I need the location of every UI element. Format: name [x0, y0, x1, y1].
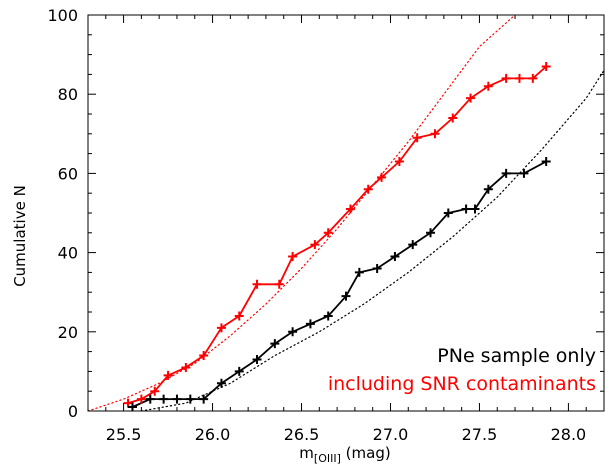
data-point-pne: [216, 378, 226, 388]
x-tick-label: 26.0: [195, 425, 231, 444]
data-point-snr: [288, 252, 298, 262]
data-point-snr: [394, 157, 404, 167]
x-axis-title-subscript: [OIII]: [314, 452, 341, 465]
data-point-snr: [234, 311, 244, 321]
data-point-pne: [234, 366, 244, 376]
legend-entry-pne: PNe sample only: [437, 345, 596, 367]
data-point-pne: [185, 394, 195, 404]
data-point-snr: [199, 351, 209, 361]
data-point-pne: [305, 319, 315, 329]
data-point-snr: [448, 113, 458, 123]
y-tick-label: 0: [68, 402, 78, 421]
data-point-pne: [252, 355, 262, 365]
data-point-snr: [252, 279, 262, 289]
data-point-pne: [341, 291, 351, 301]
data-point-pne: [127, 402, 137, 412]
data-point-snr: [181, 362, 191, 372]
data-point-pne: [461, 204, 471, 214]
data-point-pne: [288, 327, 298, 337]
fit-line-1: [88, 15, 516, 411]
x-tick-label: 25.5: [106, 425, 142, 444]
x-axis-title-rest: (mag): [341, 444, 391, 462]
tick-labels: 25.5 26.0 26.5 27.0 27.5 28.0 0 20 40 60 80 100: [47, 6, 586, 444]
data-point-snr: [466, 93, 476, 103]
data-point-snr: [274, 279, 284, 289]
data-point-pne: [199, 394, 209, 404]
data-point-snr: [528, 73, 538, 83]
x-tick-label: 27.5: [462, 425, 498, 444]
data-point-pne: [172, 394, 182, 404]
fit-lines: [88, 15, 604, 411]
data-point-pne: [483, 184, 493, 194]
data-point-pne: [159, 394, 169, 404]
data-point-snr: [541, 61, 551, 71]
x-axis-title: m[OIII] (mag): [299, 444, 390, 465]
data-point-snr: [163, 370, 173, 380]
data-point-snr: [483, 81, 493, 91]
data-point-pne: [501, 168, 511, 178]
data-point-snr: [412, 133, 422, 143]
x-axis-title-main: m: [299, 444, 314, 462]
markers: [123, 61, 551, 412]
x-tick-label: 28.0: [551, 425, 587, 444]
data-point-pne: [408, 240, 418, 250]
y-tick-label: 60: [58, 164, 78, 183]
data-point-pne: [470, 204, 480, 214]
data-point-snr: [430, 129, 440, 139]
data-point-pne: [443, 208, 453, 218]
data-point-pne: [541, 157, 551, 167]
data-point-snr: [310, 240, 320, 250]
data-point-pne: [519, 168, 529, 178]
y-tick-label: 20: [58, 323, 78, 342]
data-point-pne: [354, 267, 364, 277]
legend-entry-snr: including SNR contaminants: [328, 373, 596, 395]
data-point-snr: [323, 228, 333, 238]
data-point-snr: [216, 323, 226, 333]
data-point-pne: [390, 252, 400, 262]
data-point-snr: [363, 184, 373, 194]
data-point-pne: [145, 394, 155, 404]
x-tick-label: 27.0: [373, 425, 409, 444]
series-line-pne: [132, 160, 547, 408]
data-point-pne: [270, 339, 280, 349]
fit-line-0: [140, 69, 604, 411]
data-point-pne: [426, 228, 436, 238]
y-tick-label: 100: [47, 6, 78, 25]
y-tick-label: 40: [58, 244, 78, 263]
data-point-snr: [501, 73, 511, 83]
data-point-snr: [514, 73, 524, 83]
y-axis-title: Cumulative N: [11, 185, 29, 287]
x-tick-label: 26.5: [284, 425, 320, 444]
data-point-snr: [345, 204, 355, 214]
data-point-snr: [136, 394, 146, 404]
data-point-pne: [372, 263, 382, 273]
ticks: [87, 14, 605, 412]
series-line-snr: [127, 65, 547, 404]
data-point-snr: [377, 172, 387, 182]
data-point-pne: [323, 311, 333, 321]
y-tick-label: 80: [58, 85, 78, 104]
data-point-snr: [150, 386, 160, 396]
